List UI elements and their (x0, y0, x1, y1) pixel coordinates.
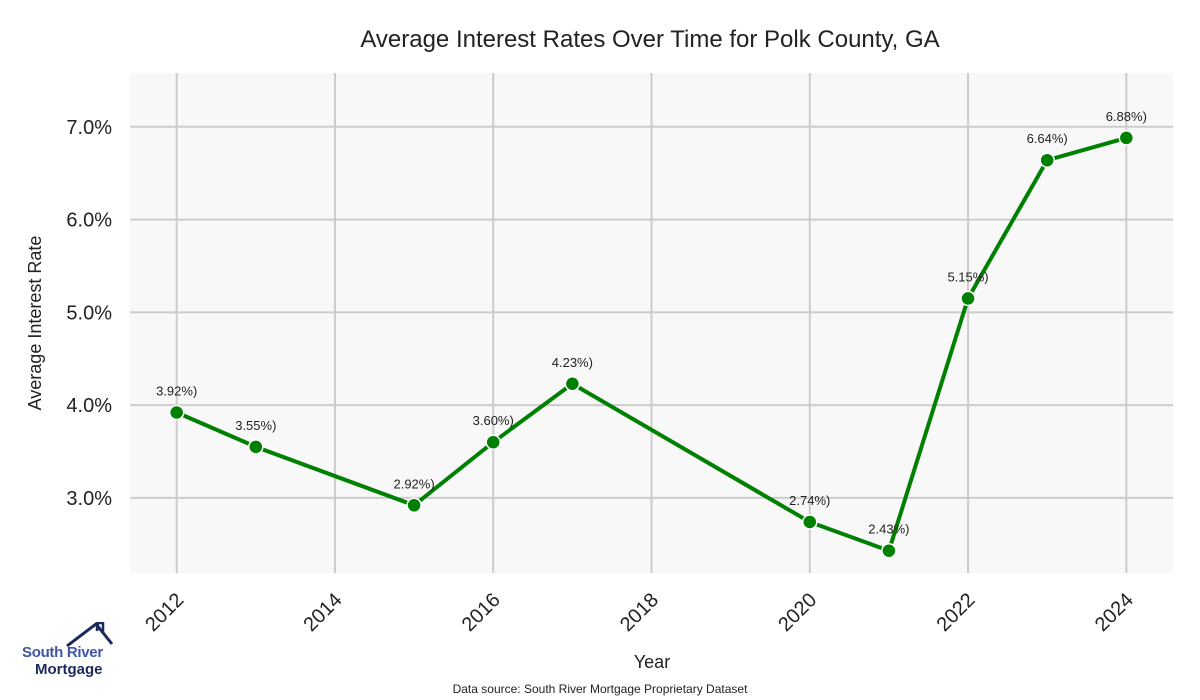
logo-text-line2: Mortgage (35, 661, 103, 678)
house-icon (66, 622, 114, 648)
data-point (802, 514, 818, 530)
x-tick-label: 2020 (774, 589, 821, 636)
data-label: 2.92%) (393, 476, 434, 491)
y-tick-label: 6.0% (66, 210, 112, 232)
data-point (1118, 130, 1135, 146)
data-point (960, 290, 976, 307)
data-point (248, 439, 264, 455)
x-tick-label: 2014 (299, 589, 346, 636)
y-tick-label: 5.0% (66, 302, 112, 324)
logo-text-line1: South River (22, 644, 103, 661)
x-tick-label: 2022 (933, 589, 980, 636)
data-label: 6.88%) (1106, 109, 1147, 124)
data-point (564, 376, 581, 392)
chart-title: Average Interest Rates Over Time for Pol… (360, 26, 939, 53)
data-point (168, 404, 185, 421)
y-tick-label: 4.0% (66, 395, 112, 417)
data-label: 3.55%) (235, 418, 276, 433)
data-label: 6.64%) (1027, 131, 1068, 146)
data-label: 3.60%) (473, 413, 514, 428)
data-label: 3.92%) (156, 384, 197, 399)
x-axis-label: Year (634, 652, 670, 672)
company-logo: South River Mortgage (22, 622, 117, 682)
y-axis-label: Average Interest Rate (25, 236, 45, 411)
x-tick-label: 2024 (1091, 589, 1138, 636)
y-tick-label: 3.0% (66, 488, 112, 510)
y-tick-label: 7.0% (66, 117, 112, 139)
data-point (881, 542, 897, 559)
data-point (485, 434, 501, 450)
data-label: 2.74%) (789, 493, 830, 508)
x-tick-label: 2018 (616, 589, 663, 636)
data-point (1039, 152, 1055, 168)
x-tick-label: 2012 (141, 589, 188, 636)
series-line (175, 136, 1127, 554)
x-tick-label: 2016 (458, 589, 505, 636)
data-point (406, 497, 422, 514)
data-label: 2.43%) (868, 522, 909, 537)
data-label: 5.15%) (947, 269, 988, 284)
data-source-note: Data source: South River Mortgage Propri… (452, 682, 748, 696)
data-label: 4.23%) (552, 355, 593, 370)
